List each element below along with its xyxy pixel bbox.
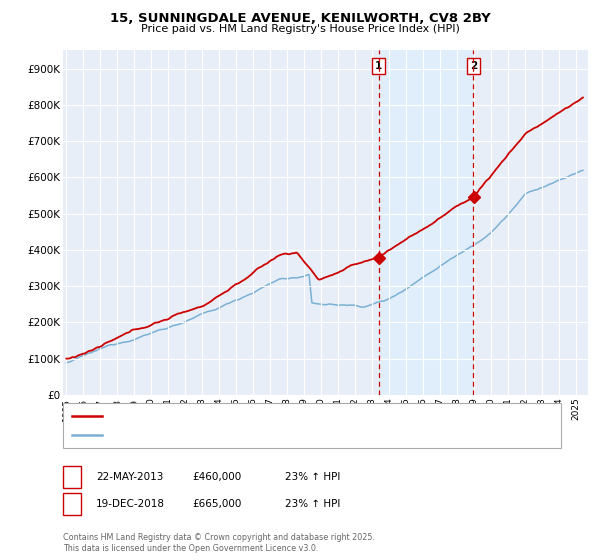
Text: 23% ↑ HPI: 23% ↑ HPI <box>285 472 340 482</box>
Text: 1: 1 <box>68 472 76 482</box>
Text: 15, SUNNINGDALE AVENUE, KENILWORTH, CV8 2BY (detached house): 15, SUNNINGDALE AVENUE, KENILWORTH, CV8 … <box>108 411 436 420</box>
Text: £665,000: £665,000 <box>192 499 241 509</box>
Bar <box>379 50 473 395</box>
Text: 19-DEC-2018: 19-DEC-2018 <box>96 499 165 509</box>
Text: 2: 2 <box>470 61 477 71</box>
Text: 2: 2 <box>68 499 76 509</box>
Text: 22-MAY-2013: 22-MAY-2013 <box>96 472 163 482</box>
Text: 15, SUNNINGDALE AVENUE, KENILWORTH, CV8 2BY: 15, SUNNINGDALE AVENUE, KENILWORTH, CV8 … <box>110 12 490 25</box>
Text: Price paid vs. HM Land Registry's House Price Index (HPI): Price paid vs. HM Land Registry's House … <box>140 24 460 34</box>
Text: 1: 1 <box>375 61 382 71</box>
Text: £460,000: £460,000 <box>192 472 241 482</box>
Text: HPI: Average price, detached house, Warwick: HPI: Average price, detached house, Warw… <box>108 431 324 440</box>
Text: Contains HM Land Registry data © Crown copyright and database right 2025.
This d: Contains HM Land Registry data © Crown c… <box>63 533 375 553</box>
Text: 23% ↑ HPI: 23% ↑ HPI <box>285 499 340 509</box>
